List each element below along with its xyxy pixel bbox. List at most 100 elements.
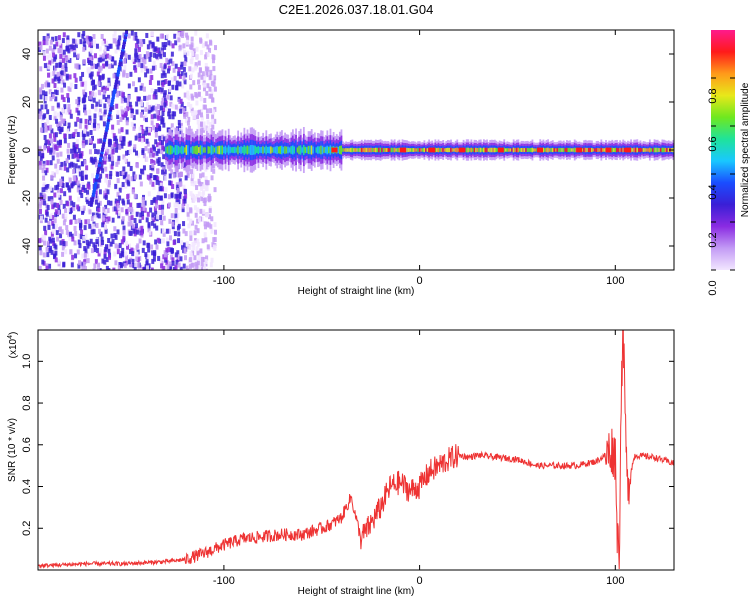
heatmap-cell: [159, 142, 163, 148]
heatmap-band-cell: [182, 146, 185, 154]
heatmap-cell: [67, 86, 71, 92]
heatmap-band-cell: [410, 148, 413, 152]
heatmap-cell: [52, 132, 56, 138]
heatmap-cell: [142, 63, 146, 69]
heatmap-cell: [159, 53, 163, 59]
heatmap-cell: [171, 103, 175, 109]
heatmap-band-cell: [398, 147, 401, 153]
heatmap-cell: [212, 78, 216, 84]
heatmap-band-cell: [243, 145, 246, 155]
heatmap-cell: [56, 236, 60, 242]
heatmap-streak-cell: [96, 170, 100, 175]
heatmap-cell: [155, 225, 159, 231]
heatmap-cell: [106, 179, 110, 185]
heatmap-cell: [41, 127, 45, 133]
heatmap-cell: [52, 145, 56, 151]
heatmap-cell: [188, 257, 192, 263]
heatmap-cell: [150, 114, 154, 120]
heatmap-cell: [98, 189, 102, 195]
heatmap-band-cell: [367, 147, 369, 153]
heatmap-cell: [183, 52, 187, 58]
heatmap-band-cell: [262, 146, 265, 154]
heatmap-cell: [38, 146, 42, 152]
heatmap-cell: [158, 125, 162, 131]
heatmap-streak-cell: [104, 130, 108, 135]
heatmap-cell: [79, 132, 83, 138]
heatmap-hot-cell: [576, 147, 583, 153]
heatmap-cell: [129, 71, 133, 77]
heatmap-band-cell: [351, 147, 354, 153]
heatmap-cell: [101, 56, 105, 62]
heatmap-cell: [134, 32, 138, 38]
heatmap-cell: [163, 169, 167, 175]
heatmap-band-cell: [598, 148, 601, 152]
heatmap-band-cell: [301, 147, 304, 153]
heatmap-cell: [205, 255, 209, 261]
heatmap-band-cell: [556, 148, 559, 152]
heatmap-cell: [122, 200, 126, 206]
heatmap-cell: [149, 173, 153, 179]
snr-y-tick-label: 1.0: [21, 354, 33, 369]
heatmap-cell: [200, 74, 204, 80]
heatmap-cell: [191, 67, 195, 73]
heatmap-streak-cell: [109, 105, 113, 110]
heatmap-cell: [173, 33, 177, 39]
heatmap-streak-cell: [107, 115, 111, 120]
heatmap-cell: [91, 159, 95, 165]
heatmap-cell: [46, 240, 50, 246]
heatmap-cell: [124, 251, 128, 257]
heatmap-band-cell: [572, 148, 575, 152]
heatmap-cell: [104, 96, 108, 102]
heatmap-cell: [125, 208, 129, 214]
heatmap-cell: [69, 219, 73, 225]
heatmap-cell: [195, 100, 199, 106]
heatmap-cell: [201, 172, 205, 178]
heatmap-streak-cell: [120, 52, 124, 57]
heatmap-cell: [172, 227, 176, 233]
heatmap-band-cell: [370, 147, 373, 153]
heatmap-band-cell: [664, 147, 667, 153]
heatmap-cell: [181, 30, 185, 36]
heatmap-cell: [101, 73, 105, 79]
heatmap-cell: [74, 129, 78, 135]
heatmap-band-cell: [194, 145, 197, 155]
heatmap-cell: [164, 175, 168, 181]
heatmap-cell: [120, 185, 124, 191]
heatmap-cell: [137, 77, 141, 83]
heatmap-cell: [153, 206, 157, 212]
heatmap-cell: [145, 138, 149, 144]
heatmap-cell: [39, 87, 43, 93]
heatmap-cell: [89, 91, 93, 97]
heatmap-cell: [77, 263, 81, 269]
heatmap-streak-cell: [102, 140, 106, 145]
heatmap-cell: [39, 127, 43, 133]
heatmap-cell: [197, 123, 201, 129]
heatmap-cell: [63, 191, 67, 197]
heatmap-cell: [57, 192, 61, 198]
heatmap-cell: [70, 148, 74, 154]
heatmap-cell: [159, 269, 163, 270]
heatmap-cell: [60, 87, 64, 93]
heatmap-cell: [59, 266, 63, 270]
heatmap-band-cell: [504, 148, 507, 152]
heatmap-cell: [182, 228, 186, 234]
heatmap-cell: [74, 84, 78, 90]
heatmap-cell: [46, 118, 50, 124]
heatmap-cell: [143, 59, 147, 65]
heatmap-cell: [106, 207, 110, 213]
heatmap-cell: [79, 233, 83, 239]
heatmap-cell: [197, 178, 201, 184]
heatmap-cell: [84, 219, 88, 225]
heatmap-cell: [125, 73, 129, 79]
heatmap-cell: [50, 196, 54, 202]
heatmap-cell: [66, 167, 70, 173]
heatmap-band-cell: [483, 147, 485, 153]
heatmap-cell: [163, 64, 167, 70]
heatmap-cell: [213, 86, 217, 92]
heatmap-cell: [94, 107, 98, 113]
heatmap-cell: [127, 33, 131, 39]
heatmap-band-cell: [564, 148, 567, 152]
heatmap-cell: [188, 66, 192, 72]
heatmap-cell: [88, 42, 92, 48]
heatmap-cell: [189, 207, 193, 213]
